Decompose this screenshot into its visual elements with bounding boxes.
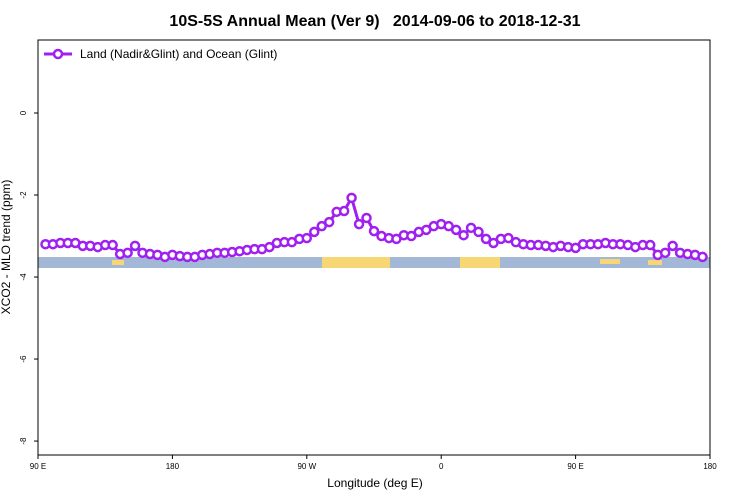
map-strip (38, 257, 710, 268)
data-point (122, 247, 133, 259)
data-point (316, 220, 327, 232)
y-tick-label: -2 (19, 191, 28, 199)
land-band (648, 260, 662, 265)
data-point (480, 233, 492, 245)
y-axis-label: XCO2 - MLO trend (ppm) (0, 180, 13, 315)
y-tick-label: -6 (19, 355, 28, 363)
data-point (309, 226, 320, 238)
land-band (600, 259, 620, 264)
data-point (450, 224, 462, 236)
land-band (322, 257, 390, 268)
data-point (301, 232, 313, 244)
chart-title: 10S-5S Annual Mean (Ver 9) 2014-09-06 to… (169, 13, 580, 30)
data-point (264, 241, 275, 253)
data-point (107, 239, 118, 251)
data-point (361, 212, 372, 224)
x-tick-label: 180 (703, 462, 717, 471)
land-band (112, 260, 124, 265)
x-tick-label: 90 E (567, 462, 583, 471)
x-tick-label: 90 W (297, 462, 316, 471)
data-point (353, 218, 365, 230)
data-point (697, 251, 708, 263)
data-point (129, 240, 141, 252)
y-tick-label: 0 (19, 110, 28, 115)
data-point (338, 205, 350, 217)
legend-label: Land (Nadir&Glint) and Ocean (Glint) (80, 47, 277, 61)
x-tick-label: 180 (166, 462, 180, 471)
data-point (667, 240, 678, 252)
data-point (659, 247, 671, 259)
data-point (368, 225, 380, 237)
data-point (458, 229, 469, 241)
data-point (323, 216, 335, 228)
data-point (406, 230, 417, 242)
plot-frame (37, 39, 711, 456)
data-point (488, 237, 499, 249)
y-tick-label: -4 (19, 273, 28, 281)
legend-marker (52, 48, 64, 60)
x-tick-label: 90 E (30, 462, 46, 471)
land-band (460, 257, 500, 268)
y-tick-label: -8 (19, 437, 28, 445)
data-point (473, 226, 484, 238)
x-axis-label: Longitude (deg E) (327, 476, 422, 490)
data-point (346, 192, 357, 204)
data-point (465, 222, 477, 234)
x-tick-label: 0 (439, 462, 444, 471)
data-point (645, 239, 656, 251)
data-point (503, 232, 514, 244)
